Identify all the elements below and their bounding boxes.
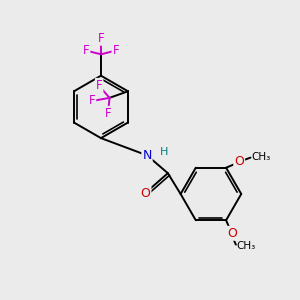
Text: CH₃: CH₃ — [236, 241, 255, 251]
Text: O: O — [227, 227, 237, 240]
Text: F: F — [105, 107, 111, 120]
Text: F: F — [83, 44, 89, 57]
Text: F: F — [98, 32, 104, 45]
Text: F: F — [89, 94, 95, 107]
Text: F: F — [96, 79, 103, 92]
Text: CH₃: CH₃ — [251, 152, 271, 162]
Text: N: N — [142, 149, 152, 162]
Text: O: O — [141, 187, 151, 200]
Text: F: F — [112, 44, 119, 57]
Text: H: H — [160, 147, 168, 158]
Text: O: O — [234, 155, 244, 168]
